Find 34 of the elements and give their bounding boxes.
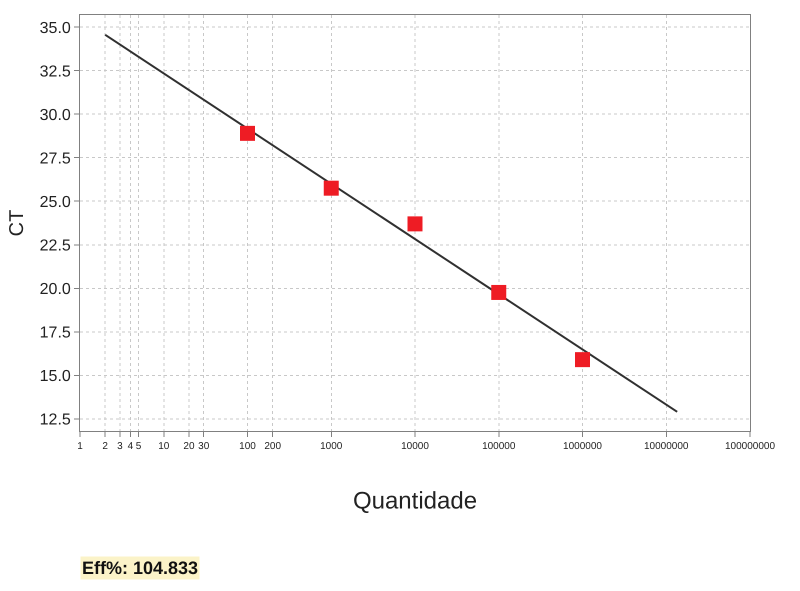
y-tick-label: 27.5: [40, 150, 71, 168]
x-tick-label: 20: [183, 441, 195, 452]
y-tick-label: 32.5: [40, 63, 71, 80]
point: [324, 180, 339, 196]
x-tick-label: 10: [158, 441, 170, 452]
y-tick-label: 17.5: [40, 324, 71, 342]
y-tick-label: 30.0: [40, 106, 71, 124]
x-tick-label: 5: [136, 441, 142, 452]
y-tick-label: 35.0: [40, 20, 71, 37]
y-tick-label: 20.0: [40, 280, 71, 298]
x-tick-label: 100000000: [724, 441, 776, 452]
y-tick-label: 25.0: [40, 194, 71, 211]
x-axis-title: Quantidade: [352, 487, 478, 514]
x-tick-label: 1000: [320, 441, 343, 452]
y-tick-label: 22.5: [40, 237, 71, 254]
text: Eff%: 104.833: [82, 558, 198, 578]
point: [575, 352, 590, 368]
point: [240, 126, 255, 141]
x-tick-label: 1: [77, 441, 84, 452]
x-tick-label: 100000: [482, 441, 516, 452]
x-tick-label: 3: [117, 441, 124, 452]
x-tick-label: 10000000: [644, 441, 689, 452]
x-tick-label: 1000000: [563, 441, 602, 452]
x-tick-label: 200: [264, 441, 282, 452]
point: [408, 216, 422, 232]
x-tick-label: 10000: [401, 441, 430, 452]
y-tick-label: 15.0: [40, 368, 71, 385]
x-tick-label: 100: [239, 441, 256, 452]
x-tick-label: 4: [128, 441, 134, 452]
x-tick-label: 30: [198, 441, 210, 452]
y-tick-label: 12.5: [40, 411, 71, 428]
point: [491, 284, 506, 300]
x-tick-label: 2: [102, 441, 108, 452]
y-axis-title: CT: [6, 210, 28, 236]
